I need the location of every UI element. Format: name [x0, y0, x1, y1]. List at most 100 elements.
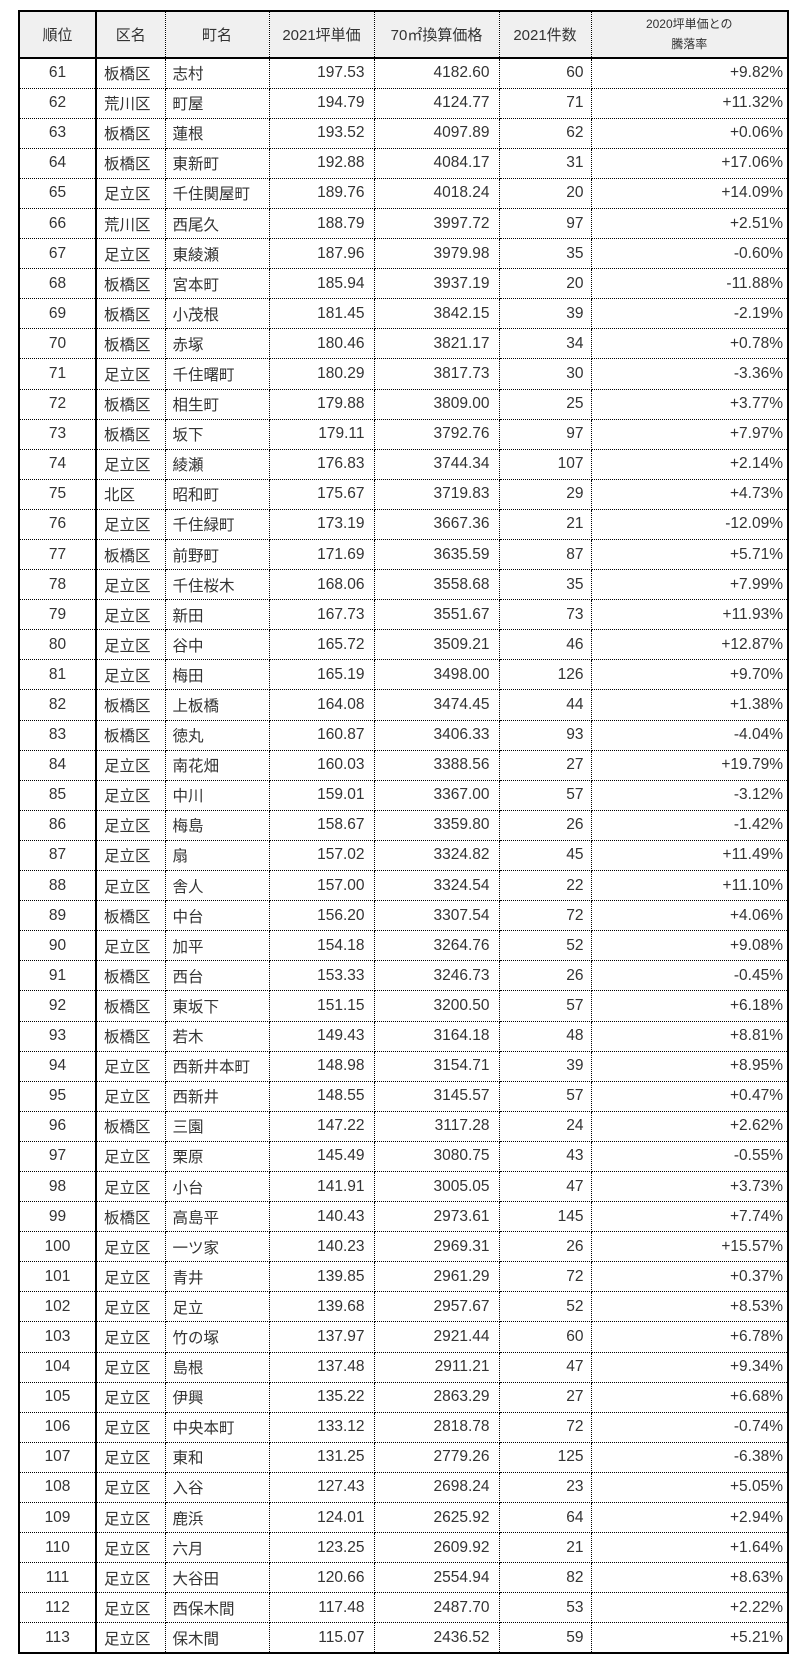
- cell-rank: 80: [18, 629, 97, 661]
- cell-tsubo: 141.91: [268, 1170, 375, 1203]
- cell-rank: 74: [18, 448, 97, 480]
- cell-town: 蓮根: [164, 117, 270, 149]
- cell-price70: 2625.92: [373, 1501, 500, 1534]
- cell-tsubo: 139.85: [268, 1261, 375, 1293]
- cell-change: -0.55%: [590, 1140, 789, 1172]
- cell-price70: 3635.59: [373, 538, 500, 571]
- cell-count: 27: [498, 749, 592, 781]
- table-row: 88 足立区 舎人 157.00 3324.54 22 +11.10%: [18, 870, 789, 902]
- cell-tsubo: 180.46: [268, 328, 375, 360]
- cell-price70: 3264.76: [373, 930, 500, 962]
- table-row: 74 足立区 綾瀬 176.83 3744.34 107 +2.14%: [18, 448, 789, 480]
- cell-rank: 72: [18, 388, 97, 420]
- cell-price70: 4084.17: [373, 147, 500, 179]
- cell-town: 千住関屋町: [164, 177, 270, 209]
- cell-ward: 足立区: [95, 809, 166, 841]
- cell-count: 64: [498, 1501, 592, 1534]
- cell-change: +3.73%: [590, 1170, 789, 1203]
- cell-rank: 92: [18, 990, 97, 1022]
- cell-town: 足立: [164, 1291, 270, 1323]
- cell-ward: 足立区: [95, 1592, 166, 1624]
- cell-price70: 2779.26: [373, 1441, 500, 1473]
- table-row: 108 足立区 入谷 127.43 2698.24 23 +5.05%: [18, 1471, 789, 1504]
- cell-tsubo: 148.98: [268, 1050, 375, 1082]
- cell-count: 26: [498, 809, 592, 841]
- cell-change: +4.06%: [590, 900, 789, 932]
- cell-tsubo: 135.22: [268, 1381, 375, 1413]
- cell-count: 107: [498, 448, 592, 480]
- cell-town: 東坂下: [164, 990, 270, 1022]
- cell-change: +5.05%: [590, 1471, 789, 1504]
- cell-price70: 3145.57: [373, 1080, 500, 1112]
- cell-change: +8.53%: [590, 1291, 789, 1323]
- cell-change: +3.77%: [590, 388, 789, 420]
- cell-change: -0.45%: [590, 960, 789, 992]
- cell-change: +11.10%: [590, 870, 789, 902]
- cell-rank: 101: [18, 1261, 97, 1293]
- table-row: 111 足立区 大谷田 120.66 2554.94 82 +8.63%: [18, 1562, 789, 1594]
- cell-ward: 足立区: [95, 1140, 166, 1172]
- cell-change: +9.08%: [590, 930, 789, 962]
- table-row: 79 足立区 新田 167.73 3551.67 73 +11.93%: [18, 599, 789, 631]
- cell-tsubo: 181.45: [268, 298, 375, 330]
- cell-rank: 96: [18, 1110, 97, 1142]
- cell-rank: 70: [18, 328, 97, 360]
- cell-count: 60: [498, 1321, 592, 1353]
- cell-ward: 板橋区: [95, 1110, 166, 1142]
- cell-price70: 3979.98: [373, 238, 500, 270]
- cell-town: 上板橋: [164, 689, 270, 721]
- cell-change: +0.06%: [590, 117, 789, 149]
- cell-rank: 105: [18, 1381, 97, 1413]
- cell-ward: 足立区: [95, 870, 166, 902]
- cell-price70: 3792.76: [373, 418, 500, 450]
- cell-tsubo: 175.67: [268, 478, 375, 510]
- cell-ward: 北区: [95, 478, 166, 510]
- cell-count: 48: [498, 1020, 592, 1052]
- cell-price70: 3667.36: [373, 508, 500, 541]
- cell-tsubo: 124.01: [268, 1501, 375, 1534]
- cell-rank: 69: [18, 298, 97, 330]
- cell-price70: 3154.71: [373, 1050, 500, 1082]
- cell-rank: 66: [18, 207, 97, 240]
- cell-count: 53: [498, 1592, 592, 1624]
- cell-change: +8.81%: [590, 1020, 789, 1052]
- cell-change: +2.14%: [590, 448, 789, 480]
- cell-tsubo: 187.96: [268, 238, 375, 270]
- cell-tsubo: 194.79: [268, 87, 375, 119]
- cell-rank: 61: [18, 57, 97, 89]
- cell-price70: 3388.56: [373, 749, 500, 781]
- cell-change: +4.73%: [590, 478, 789, 510]
- cell-town: 栗原: [164, 1140, 270, 1172]
- cell-tsubo: 148.55: [268, 1080, 375, 1112]
- cell-tsubo: 117.48: [268, 1592, 375, 1624]
- cell-change: -1.42%: [590, 809, 789, 841]
- col-header-change-rate: 2020坪単価との 騰落率: [590, 10, 789, 59]
- cell-ward: 板橋区: [95, 418, 166, 450]
- table-row: 77 板橋区 前野町 171.69 3635.59 87 +5.71%: [18, 538, 789, 571]
- cell-tsubo: 139.68: [268, 1291, 375, 1323]
- cell-count: 35: [498, 569, 592, 601]
- cell-price70: 4018.24: [373, 177, 500, 209]
- cell-change: +2.51%: [590, 207, 789, 240]
- cell-town: 綾瀬: [164, 448, 270, 480]
- cell-rank: 84: [18, 749, 97, 781]
- cell-tsubo: 164.08: [268, 689, 375, 721]
- cell-tsubo: 123.25: [268, 1532, 375, 1564]
- cell-change: +9.34%: [590, 1351, 789, 1383]
- cell-count: 57: [498, 779, 592, 811]
- cell-change: +19.79%: [590, 749, 789, 781]
- cell-count: 72: [498, 1411, 592, 1443]
- cell-town: 小台: [164, 1170, 270, 1203]
- cell-price70: 3719.83: [373, 478, 500, 510]
- cell-price70: 3937.19: [373, 268, 500, 300]
- cell-tsubo: 173.19: [268, 508, 375, 541]
- cell-tsubo: 160.03: [268, 749, 375, 781]
- cell-town: 赤塚: [164, 328, 270, 360]
- cell-town: 小茂根: [164, 298, 270, 330]
- cell-rank: 104: [18, 1351, 97, 1383]
- cell-change: +2.22%: [590, 1592, 789, 1624]
- cell-town: 東新町: [164, 147, 270, 179]
- cell-town: 西新井: [164, 1080, 270, 1112]
- cell-town: 相生町: [164, 388, 270, 420]
- cell-tsubo: 188.79: [268, 207, 375, 240]
